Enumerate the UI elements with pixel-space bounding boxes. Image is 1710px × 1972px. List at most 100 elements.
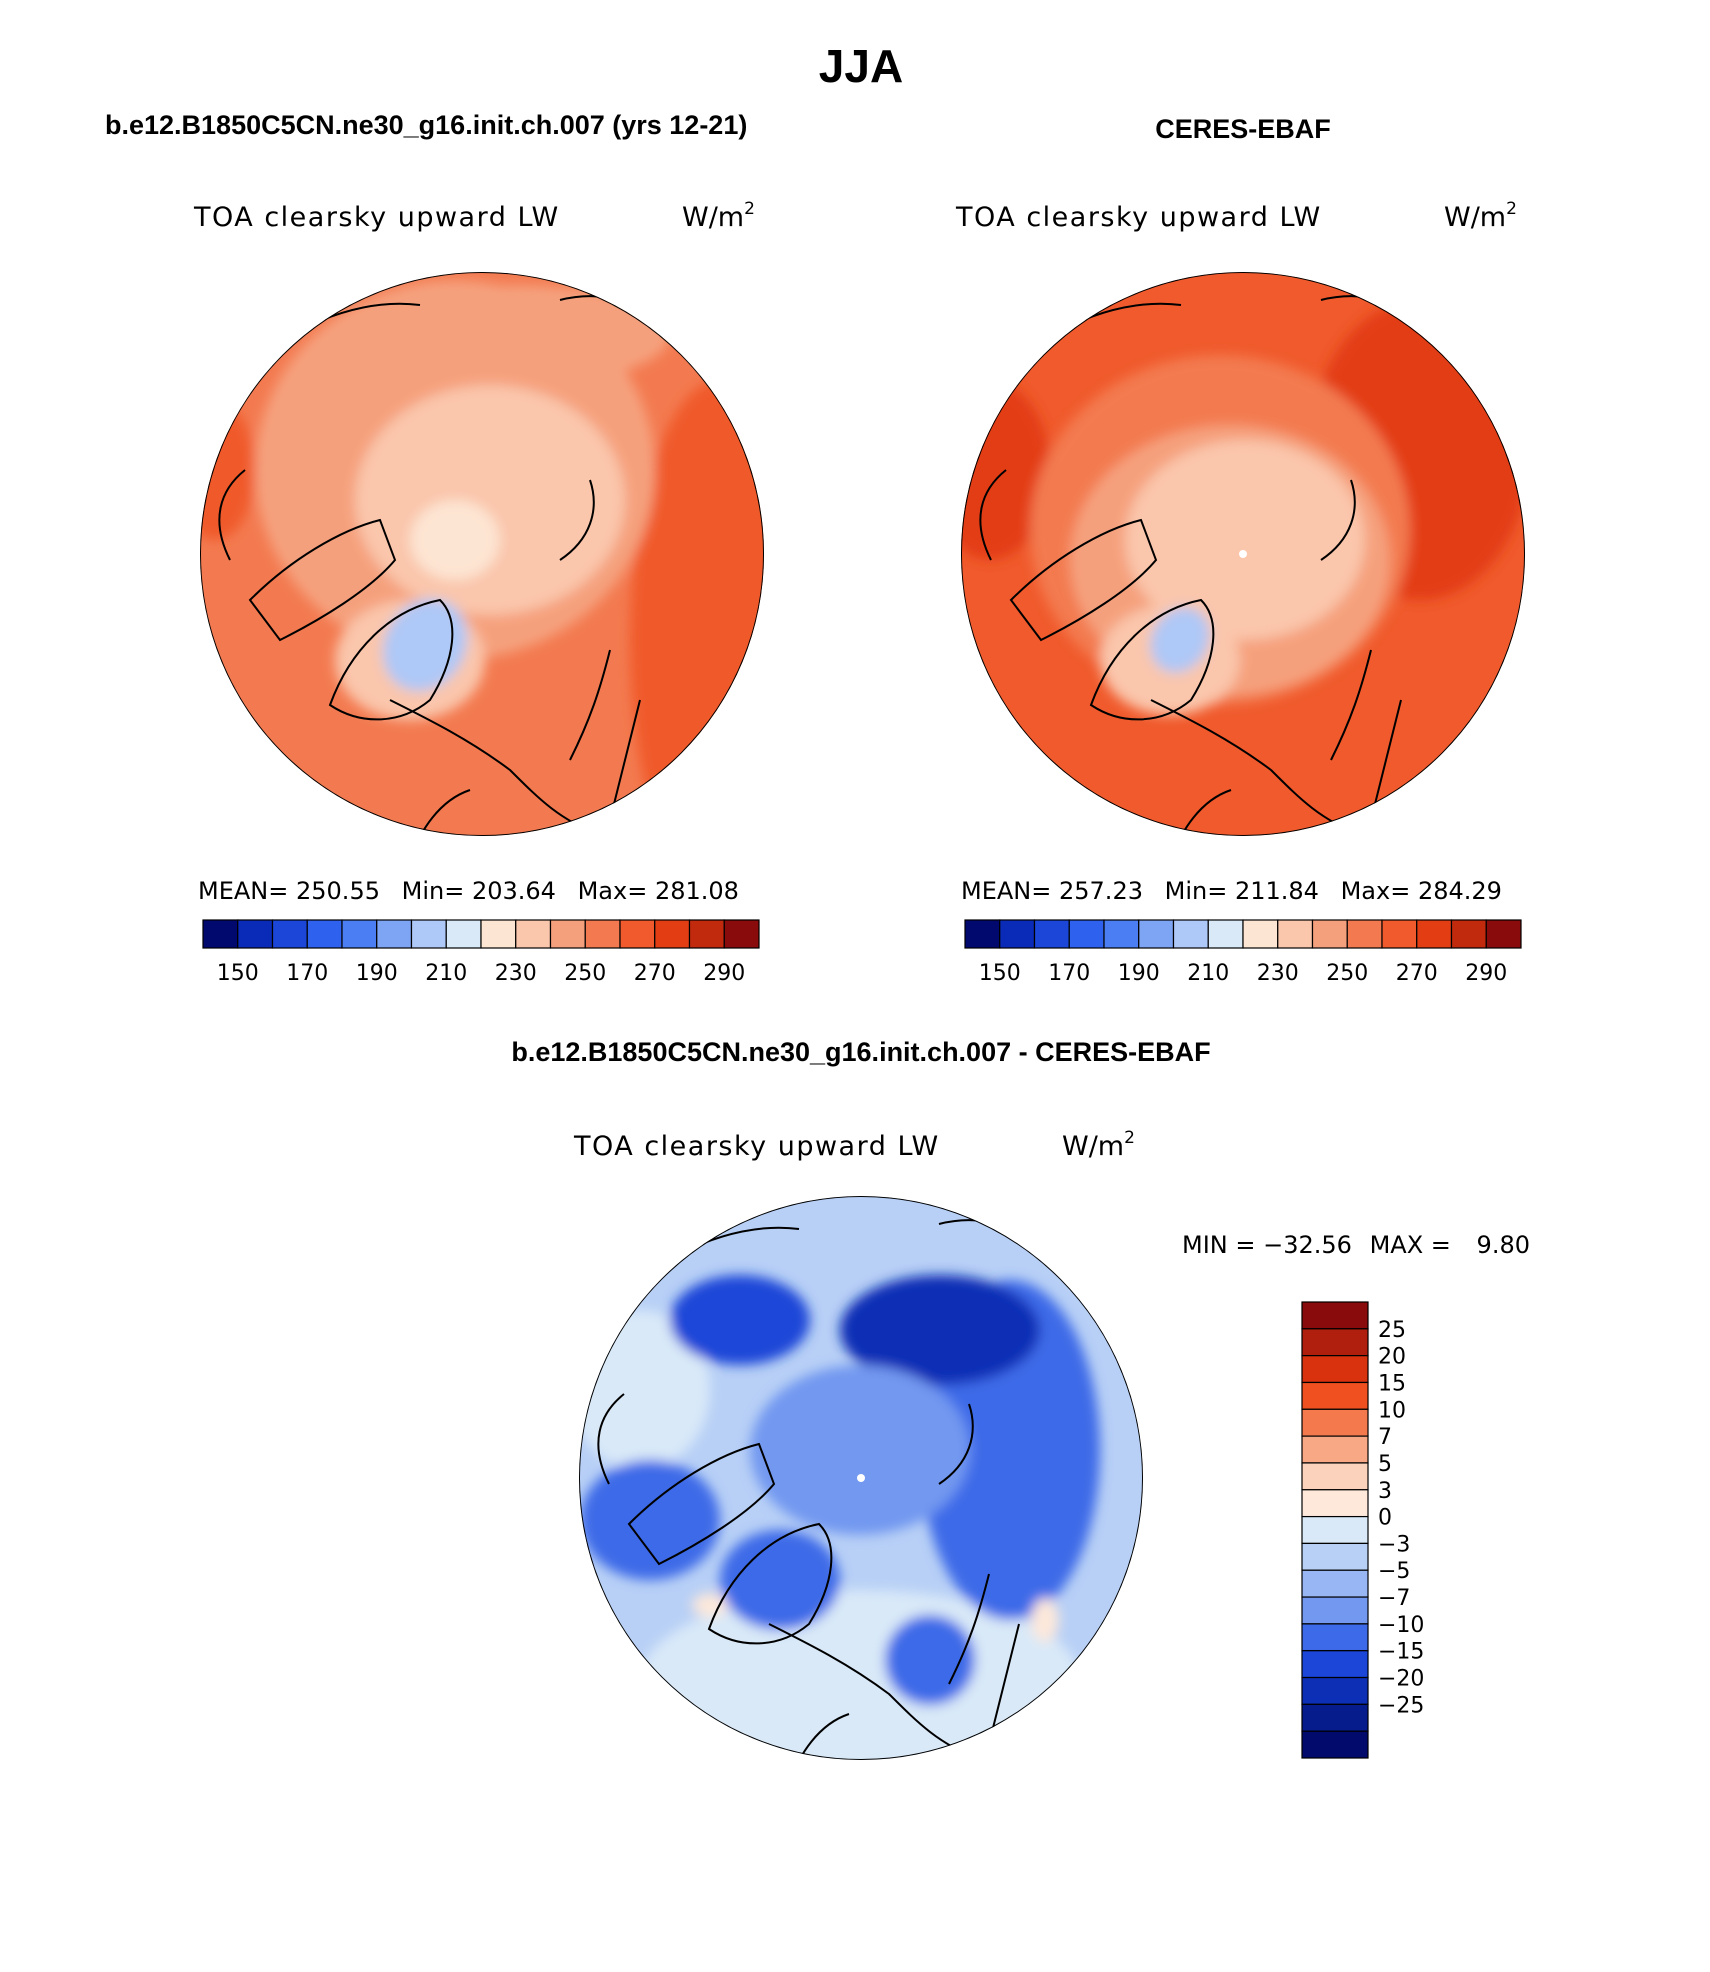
panel-b-min-label: Min= <box>1165 877 1228 905</box>
colorbar-swatch <box>549 919 586 949</box>
colorbar-tick-label: 150 <box>979 961 1021 986</box>
panel-a-max-value: 281.08 <box>655 877 739 905</box>
colorbar-tick-label: 230 <box>495 961 537 986</box>
colorbar-swatch <box>1301 1569 1369 1598</box>
colorbar-swatch <box>341 919 378 949</box>
map-b-region-west-dark <box>961 380 1050 560</box>
map-b-region-greenland-ice <box>1150 607 1210 673</box>
colorbar-tick-label: 170 <box>1048 961 1090 986</box>
map-c-region-pole <box>750 1365 970 1535</box>
colorbar-tick-label: −25 <box>1378 1693 1424 1718</box>
colorbar-swatch <box>1301 1301 1369 1330</box>
colorbar-swatch <box>1138 919 1175 949</box>
colorbar-swatch <box>1301 1730 1369 1759</box>
colorbar-tick-label: 25 <box>1378 1318 1406 1343</box>
map-a-region-west-dark <box>200 400 255 540</box>
colorbar-tick-label: 190 <box>1118 961 1160 986</box>
colorbar-swatch <box>376 919 413 949</box>
colorbar-tick-label: −10 <box>1378 1613 1424 1638</box>
panel-a-stats: MEAN= 250.55 Min= 203.64 Max= 281.08 <box>198 877 739 905</box>
panel-b-max-label: Max= <box>1341 877 1411 905</box>
colorbar-swatch <box>654 919 691 949</box>
map-b-region-pole <box>1125 440 1365 640</box>
map-c-region-positive-2 <box>1031 1598 1059 1642</box>
colorbar-swatch <box>584 919 621 949</box>
panel-a-max-label: Max= <box>578 877 648 905</box>
panel-b-max-value: 284.29 <box>1418 877 1502 905</box>
map-c-region-north-dark <box>840 1275 1040 1385</box>
map-b-coastlines <box>979 295 1422 836</box>
map-a-region-north <box>370 285 670 385</box>
colorbar-swatch <box>619 919 656 949</box>
panel-a-title: b.e12.B1850C5CN.ne30_g16.init.ch.007 (yr… <box>105 110 747 140</box>
colorbar-swatch <box>1416 919 1453 949</box>
colorbar-swatch <box>1301 1381 1369 1410</box>
colorbar-swatch <box>1311 919 1348 949</box>
panel-a-units: W/m2 <box>682 199 755 233</box>
colorbar-tick-label: −3 <box>1378 1532 1410 1557</box>
map-a-region-pole <box>355 385 625 615</box>
panel-b-stats: MEAN= 257.23 Min= 211.84 Max= 284.29 <box>961 877 1502 905</box>
panel-c-min-value: −32.56 <box>1263 1231 1352 1259</box>
panel-a-mean-value: 250.55 <box>296 877 380 905</box>
colorbar-swatch <box>1068 919 1105 949</box>
colorbar-swatch <box>1346 919 1383 949</box>
colorbar-tick-label: 150 <box>217 961 259 986</box>
colorbar-tick-label: 10 <box>1378 1398 1406 1423</box>
colorbar-swatch <box>1033 919 1070 949</box>
colorbar-swatch <box>1301 1328 1369 1357</box>
colorbar-tick-label: 5 <box>1378 1452 1392 1477</box>
colorbar-swatch <box>1242 919 1279 949</box>
colorbar-swatch <box>1301 1515 1369 1545</box>
colorbar-tick-label: 270 <box>634 961 676 986</box>
colorbar-tick-label: 250 <box>564 961 606 986</box>
panel-a-map <box>200 272 764 836</box>
panel-a-min-label: Min= <box>402 877 465 905</box>
colorbar-swatch <box>1301 1462 1369 1491</box>
panel-b-mean-label: MEAN= <box>961 877 1051 905</box>
colorbar-swatch <box>306 919 343 949</box>
colorbar-tick-label: −5 <box>1378 1559 1410 1584</box>
panel-c-variable-label: TOA clearsky upward LW <box>573 1131 940 1162</box>
panel-b-colorbar: 150 170 190 210 230 250 270 290 <box>964 919 1522 986</box>
panel-a-colorbar: 150 170 190 210 230 250 270 290 <box>202 919 760 986</box>
colorbar-swatch <box>1301 1676 1369 1705</box>
colorbar-swatch <box>1485 919 1522 949</box>
panel-c-max-label: MAX = <box>1370 1231 1451 1259</box>
panel-b-mean-value: 257.23 <box>1059 877 1143 905</box>
colorbar-swatch <box>1301 1489 1369 1518</box>
panel-c-max-value: 9.80 <box>1477 1231 1530 1259</box>
map-a-region-pole-core <box>410 500 500 580</box>
diff-panel-title: b.e12.B1850C5CN.ne30_g16.init.ch.007 - C… <box>511 1037 1210 1067</box>
colorbar-swatch <box>1301 1355 1369 1384</box>
colorbar-tick-label: 0 <box>1378 1506 1392 1531</box>
map-b-pole-marker <box>1239 550 1247 558</box>
colorbar-swatch <box>1172 919 1209 949</box>
panel-b-map <box>961 272 1525 836</box>
colorbar-swatch <box>515 919 552 949</box>
panel-b-title: CERES-EBAF <box>1155 114 1331 144</box>
colorbar-tick-label: −7 <box>1378 1586 1410 1611</box>
panel-c-map <box>579 1196 1143 1760</box>
panel-c-min-label: MIN = <box>1182 1231 1255 1259</box>
colorbar-swatch <box>202 919 239 949</box>
colorbar-tick-label: 7 <box>1378 1425 1392 1450</box>
colorbar-swatch <box>1301 1703 1369 1732</box>
colorbar-swatch <box>445 919 482 949</box>
colorbar-tick-label: 210 <box>1187 961 1229 986</box>
colorbar-swatch <box>1450 919 1487 949</box>
figure-title: JJA <box>819 40 903 92</box>
map-a-region-outer-dark <box>630 380 764 836</box>
colorbar-swatch <box>271 919 308 949</box>
colorbar-swatch <box>1301 1623 1369 1652</box>
colorbar-tick-label: 290 <box>703 961 745 986</box>
colorbar-swatch <box>723 919 760 949</box>
colorbar-swatch <box>410 919 447 949</box>
colorbar-swatch <box>1301 1408 1369 1437</box>
map-c-region-scandinavia <box>885 1615 975 1705</box>
colorbar-tick-label: 20 <box>1378 1345 1406 1370</box>
colorbar-swatch <box>1381 919 1418 949</box>
map-c-region-nw-blue <box>670 1275 810 1365</box>
colorbar-swatch <box>480 919 517 949</box>
